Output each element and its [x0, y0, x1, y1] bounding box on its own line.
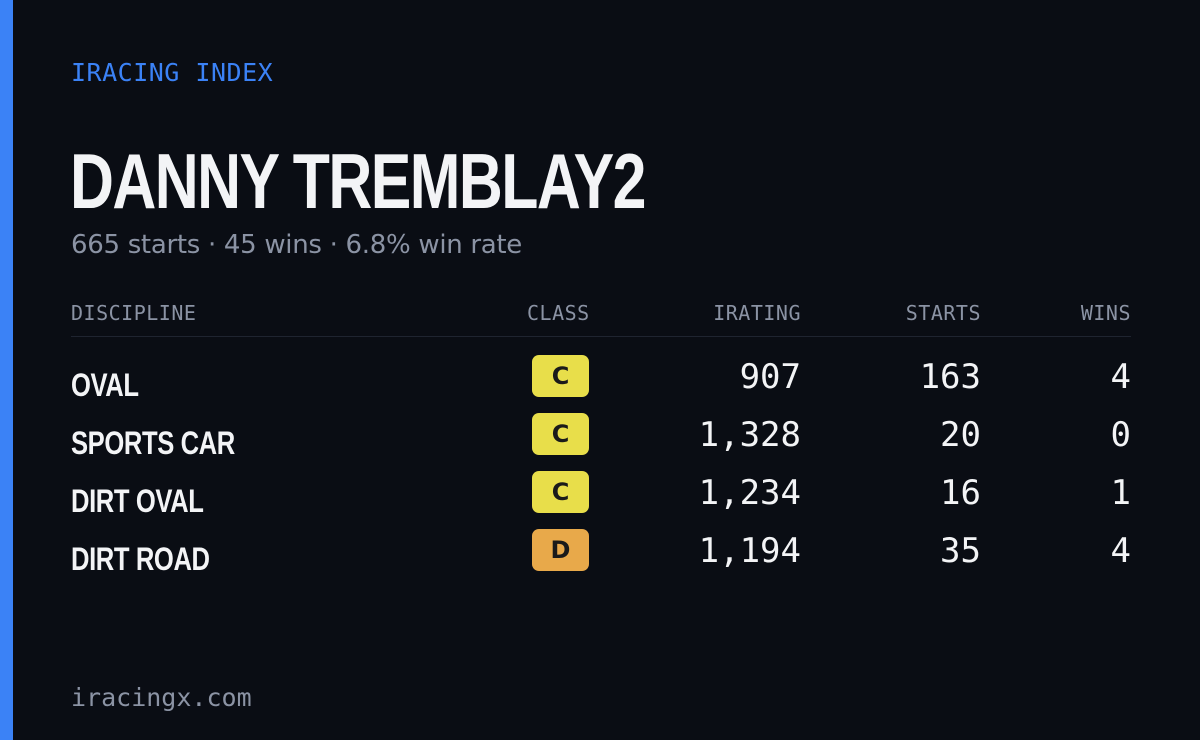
discipline-name: DIRT OVAL: [71, 483, 204, 519]
driver-summary: 665 starts · 45 wins · 6.8% win rate: [71, 230, 523, 260]
irating-value: 1,234: [698, 473, 801, 513]
starts-value: 35: [940, 531, 981, 571]
accent-bar: [0, 0, 13, 740]
table-row: OVAL C 907 163 4: [71, 353, 1131, 411]
wins-value: 4: [1110, 531, 1131, 571]
irating-value: 1,194: [698, 531, 801, 571]
wins-value: 1: [1110, 473, 1131, 513]
wins-value: 0: [1110, 415, 1131, 455]
driver-name: DANNY TREMBLAY2: [70, 137, 647, 225]
table-row: DIRT OVAL C 1,234 16 1: [71, 469, 1131, 527]
header-discipline: DISCIPLINE: [71, 301, 197, 325]
discipline-name: SPORTS CAR: [71, 425, 235, 461]
discipline-name: DIRT ROAD: [71, 541, 210, 577]
class-badge: C: [532, 413, 589, 455]
table-body: OVAL C 907 163 4 SPORTS CAR C 1,328 20 0…: [71, 353, 1131, 585]
class-badge: C: [532, 471, 589, 513]
site-link[interactable]: iracingx.com: [71, 683, 252, 712]
table-row: SPORTS CAR C 1,328 20 0: [71, 411, 1131, 469]
starts-value: 20: [940, 415, 981, 455]
header-starts: STARTS: [905, 301, 981, 325]
discipline-table: DISCIPLINE CLASS IRATING STARTS WINS OVA…: [71, 296, 1131, 585]
irating-value: 907: [739, 357, 801, 397]
wins-value: 4: [1110, 357, 1131, 397]
discipline-name: OVAL: [71, 367, 139, 403]
brand-label: IRACING INDEX: [71, 58, 274, 87]
class-badge: D: [532, 529, 589, 571]
starts-value: 163: [919, 357, 981, 397]
header-class: CLASS: [527, 301, 590, 325]
class-badge: C: [532, 355, 589, 397]
irating-value: 1,328: [698, 415, 801, 455]
starts-value: 16: [940, 473, 981, 513]
table-header: DISCIPLINE CLASS IRATING STARTS WINS: [71, 296, 1131, 337]
table-row: DIRT ROAD D 1,194 35 4: [71, 527, 1131, 585]
header-irating: IRATING: [713, 301, 801, 325]
header-wins: WINS: [1080, 301, 1131, 325]
